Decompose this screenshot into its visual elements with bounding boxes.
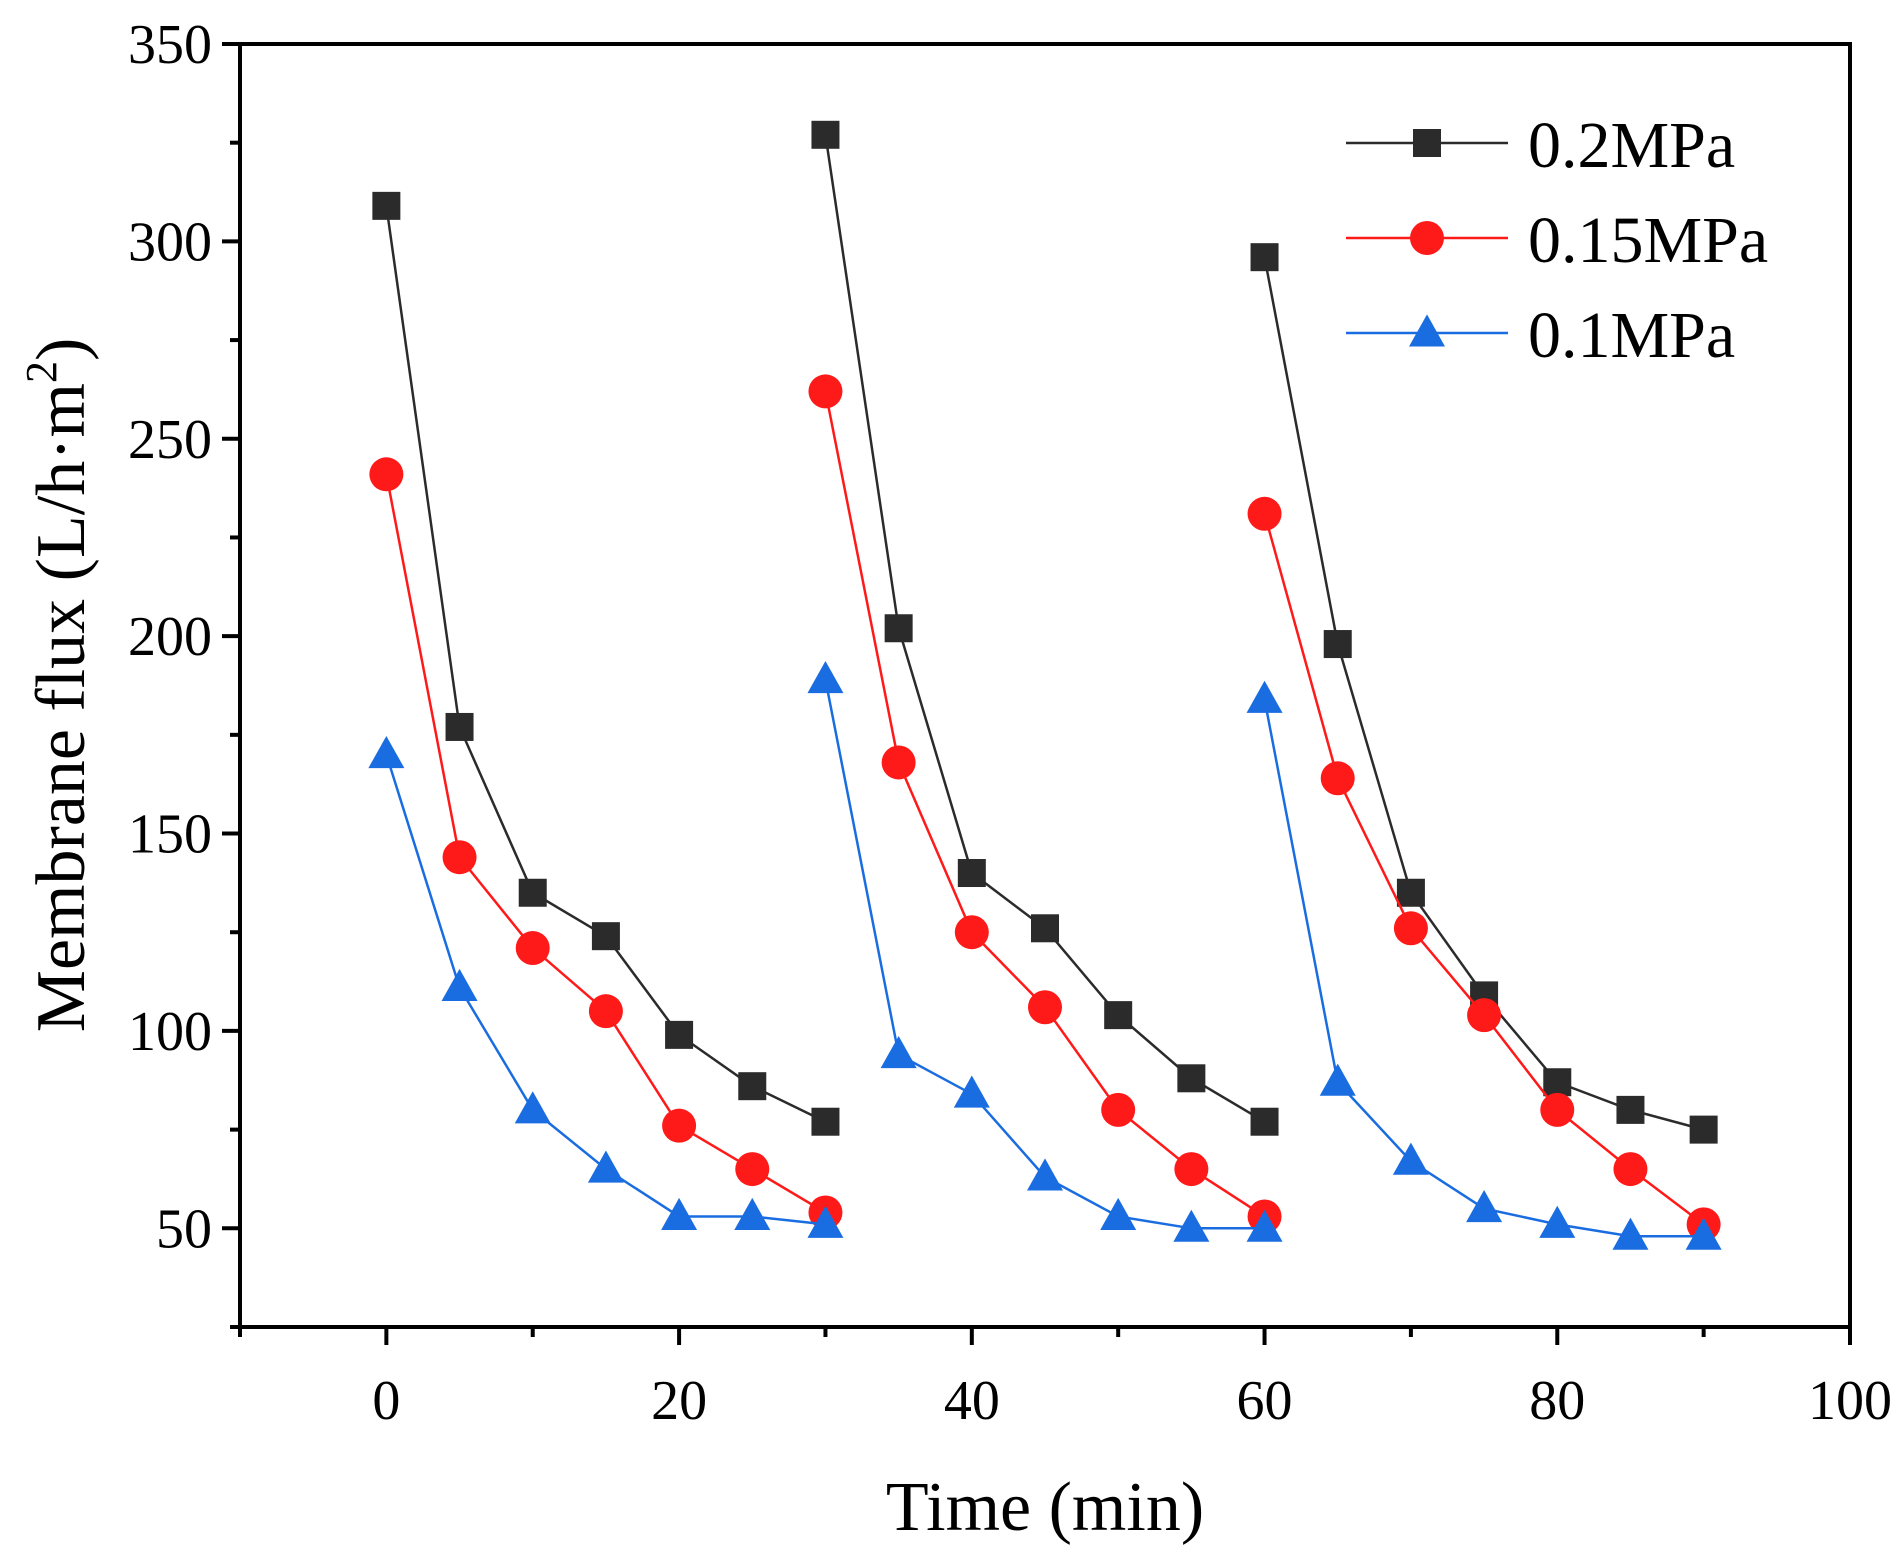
data-point	[1027, 1158, 1063, 1191]
data-point	[1250, 1107, 1279, 1136]
legend-label: 0.15MPa	[1528, 204, 1768, 277]
plot-frame	[238, 42, 1852, 1329]
legend: 0.2MPa 0.15MPa 0.1MPa	[1346, 109, 1768, 372]
data-point	[515, 931, 550, 966]
data-point	[1250, 243, 1279, 272]
legend-item: 0.15MPa	[1346, 204, 1768, 277]
y-tick-label: 50	[156, 1198, 212, 1260]
legend-item: 0.2MPa	[1346, 109, 1735, 182]
data-point	[1396, 878, 1425, 907]
legend-item: 0.1MPa	[1346, 299, 1735, 372]
data-point	[1323, 630, 1352, 659]
data-point	[1319, 1063, 1356, 1096]
data-point	[1028, 990, 1062, 1025]
axis-titles: Time (min) Membrane flux (L/h·m2)	[17, 338, 1204, 1546]
y-tick-label: 100	[128, 1001, 212, 1063]
data-point	[369, 457, 404, 492]
y-tick-label: 150	[128, 804, 212, 866]
data-point	[1174, 1152, 1209, 1187]
data-point	[884, 614, 913, 643]
data-point	[372, 191, 401, 220]
data-point	[957, 859, 986, 888]
legend-marker	[1409, 314, 1445, 347]
data-point	[1467, 998, 1502, 1033]
legend-label: 0.1MPa	[1528, 299, 1735, 372]
data-point	[1101, 1092, 1136, 1127]
legend-label: 0.2MPa	[1528, 109, 1735, 182]
data-point	[1173, 1209, 1210, 1242]
data-point	[954, 915, 989, 950]
data-point	[1543, 1068, 1572, 1097]
series-0.1MPa	[368, 660, 1722, 1250]
x-tick-label: 60	[1237, 1370, 1293, 1432]
x-tick-label: 20	[651, 1370, 707, 1432]
data-point	[953, 1075, 990, 1108]
data-point	[442, 840, 477, 875]
data-point	[445, 712, 474, 741]
data-point	[807, 1205, 844, 1238]
x-tick-label: 80	[1529, 1370, 1585, 1432]
data-point	[1246, 1209, 1283, 1242]
data-point	[1540, 1092, 1575, 1127]
data-point	[591, 922, 620, 951]
data-point	[1466, 1189, 1503, 1223]
data-point	[1392, 1142, 1429, 1175]
data-point	[665, 1020, 694, 1049]
data-point	[1177, 1064, 1206, 1093]
data-point	[1685, 1217, 1722, 1250]
y-tick-label: 350	[128, 14, 212, 76]
data-point	[1246, 680, 1283, 713]
y-axis-title-main: Membrane flux (L/h·m	[23, 383, 100, 1032]
data-point	[514, 1091, 551, 1124]
series-line	[824, 391, 1266, 1218]
legend-marker	[1410, 221, 1444, 255]
data-point	[588, 994, 623, 1029]
x-tick-label: 40	[944, 1370, 1000, 1432]
data-point	[811, 120, 840, 149]
data-point	[661, 1197, 698, 1230]
x-axis-title: Time (min)	[886, 1469, 1204, 1546]
y-tick-label: 300	[128, 211, 212, 273]
data-point	[1539, 1205, 1576, 1238]
y-tick-label: 250	[128, 409, 212, 471]
data-point	[880, 1036, 917, 1069]
series-layer	[368, 120, 1722, 1250]
data-point	[1689, 1115, 1718, 1144]
data-point	[587, 1150, 624, 1183]
data-point	[1104, 1001, 1133, 1030]
data-point	[811, 1107, 840, 1136]
legend-marker	[1413, 129, 1441, 157]
axis-layer: 0 20 40 60 80 100 50 100 150 200 250 300 350	[128, 14, 1892, 1432]
data-point	[1613, 1152, 1648, 1187]
x-tick-label: 100	[1808, 1370, 1892, 1432]
y-axis-title: Membrane flux (L/h·m2)	[17, 338, 100, 1033]
data-point	[735, 1152, 770, 1187]
x-tick-label: 0	[372, 1370, 400, 1432]
data-point	[368, 735, 405, 769]
data-point	[1393, 911, 1428, 946]
data-point	[662, 1108, 697, 1143]
data-point	[1031, 914, 1059, 943]
y-axis-title-superscript: 2	[17, 361, 66, 383]
data-point	[1320, 761, 1355, 796]
data-point	[734, 1197, 771, 1230]
data-point	[881, 745, 916, 780]
data-point	[738, 1072, 767, 1101]
data-point	[807, 660, 844, 694]
data-point	[518, 878, 547, 907]
data-point	[808, 374, 843, 409]
series-0.2MPa	[372, 120, 1718, 1144]
series-0.15MPa	[369, 374, 1721, 1242]
data-point	[441, 968, 478, 1001]
data-point	[1612, 1217, 1649, 1250]
data-point	[1100, 1197, 1137, 1230]
data-point	[1616, 1095, 1645, 1124]
y-tick-label: 200	[128, 606, 212, 668]
data-point	[1247, 496, 1282, 531]
y-axis-title-close: )	[23, 338, 100, 361]
